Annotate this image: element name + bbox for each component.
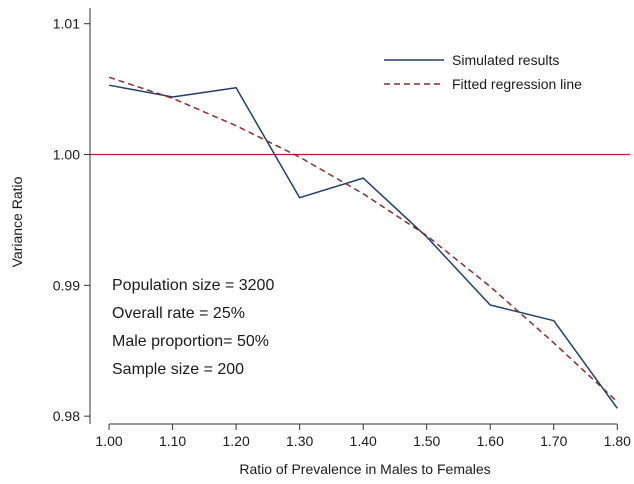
- y-tick-label-0-98: 0.98: [53, 408, 80, 424]
- x-tick-label-1-80: 1.80: [604, 433, 631, 449]
- y-tick-label-0-99: 0.99: [53, 277, 80, 293]
- x-tick-label-1-20: 1.20: [222, 433, 249, 449]
- legend-label-fitted-regression-line: Fitted regression line: [452, 76, 582, 92]
- x-tick-label-1-00: 1.00: [95, 433, 122, 449]
- annotation-sample-size: Sample size = 200: [112, 361, 244, 378]
- legend: Simulated results Fitted regression line: [384, 52, 582, 92]
- y-axis-title: Variance Ratio: [9, 176, 25, 267]
- series-line-simulated-results: [108, 84, 618, 409]
- x-tick-label-1-30: 1.30: [286, 433, 313, 449]
- x-tick-label-1-50: 1.50: [413, 433, 440, 449]
- annotation-population-size: Population size = 3200: [112, 277, 274, 294]
- annotation-male-proportion: Male proportion= 50%: [112, 333, 269, 350]
- series-layer: [108, 76, 618, 409]
- y-tick-label-1-01: 1.01: [53, 16, 80, 32]
- legend-label-simulated-results: Simulated results: [452, 52, 559, 68]
- annotation-box: Population size = 3200 Overall rate = 25…: [112, 277, 274, 378]
- tick-layer: 1.00 1.10 1.20 1.30 1.40 1.50 1.60 1.70 1.80 0.98…: [53, 16, 631, 449]
- x-tick-label-1-70: 1.70: [540, 433, 567, 449]
- x-tick-label-1-60: 1.60: [477, 433, 504, 449]
- x-tick-label-1-40: 1.40: [350, 433, 377, 449]
- x-axis-title: Ratio of Prevalence in Males to Females: [239, 461, 490, 477]
- y-tick-label-1-00: 1.00: [53, 147, 80, 163]
- x-tick-label-1-10: 1.10: [159, 433, 186, 449]
- annotation-overall-rate: Overall rate = 25%: [112, 305, 245, 322]
- series-line-fitted-regression: [108, 76, 618, 403]
